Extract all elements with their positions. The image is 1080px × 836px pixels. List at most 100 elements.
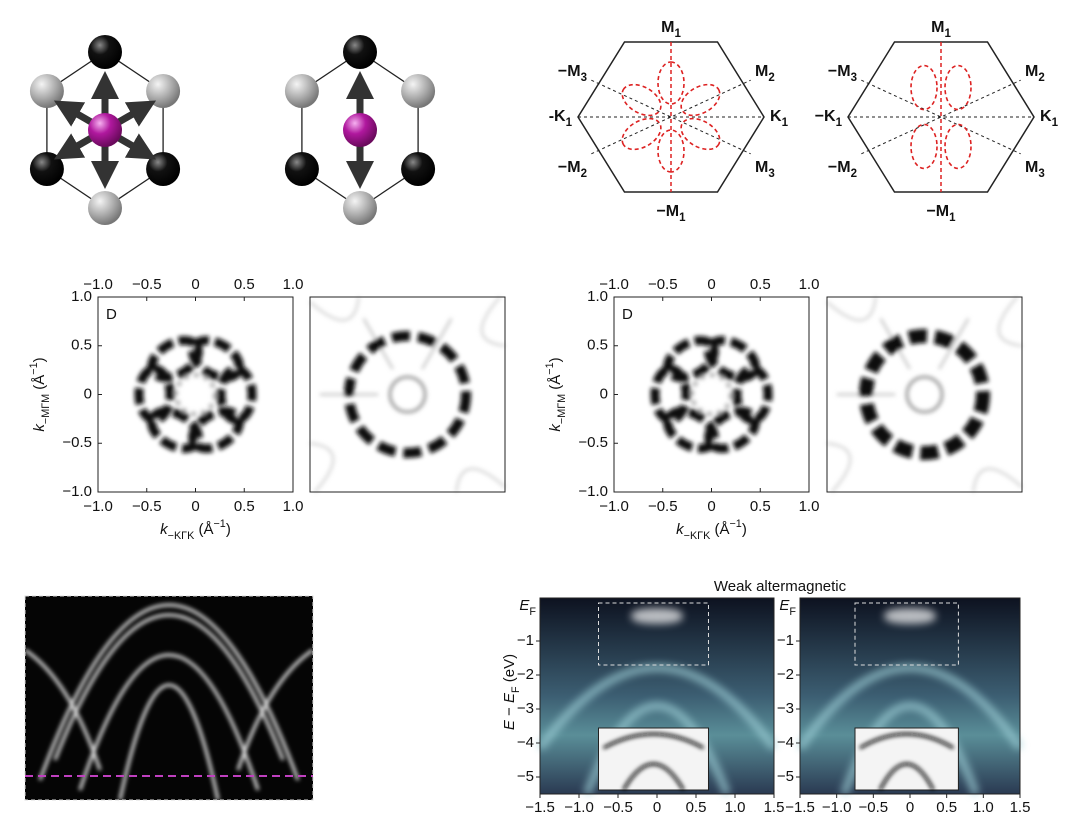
bottom-tick-label: −1.0 bbox=[599, 498, 629, 515]
bz-label: M3 bbox=[1025, 159, 1045, 180]
text-part: −M bbox=[656, 203, 679, 220]
text-part: F bbox=[789, 606, 796, 618]
band bbox=[859, 732, 955, 750]
fermi-maps: D−1.0−1.01.0−0.5−0.50.50000.50.5−0.51.01… bbox=[28, 276, 1023, 542]
atom bbox=[343, 191, 377, 225]
text-part: −K bbox=[815, 108, 836, 125]
bz-label: −M3 bbox=[558, 63, 587, 84]
band bbox=[24, 648, 102, 771]
k-line bbox=[861, 79, 1021, 155]
k-line bbox=[591, 79, 751, 155]
left-tick-label: 1.0 bbox=[71, 288, 92, 305]
bottom-tick-label: 0.5 bbox=[234, 498, 255, 515]
text-part: −M bbox=[558, 63, 581, 80]
bz-label: −M1 bbox=[656, 203, 686, 224]
top-tick-label: −1.0 bbox=[599, 276, 629, 293]
y-axis-label: k−MΓM (Å−1) bbox=[544, 357, 568, 431]
panel-label: D bbox=[622, 306, 633, 323]
sim-frame bbox=[826, 296, 1023, 493]
text-part: ) bbox=[31, 357, 48, 362]
text-part: (Å bbox=[710, 521, 729, 538]
pocket bbox=[910, 123, 938, 170]
y-tick-label: −1 bbox=[517, 632, 534, 649]
band-contour bbox=[826, 442, 852, 493]
text-part: M bbox=[755, 63, 768, 80]
top-tick-label: 0 bbox=[707, 276, 715, 293]
x-tick-label: 1.0 bbox=[725, 799, 746, 816]
pocket bbox=[621, 83, 662, 117]
text-part: −1 bbox=[28, 362, 40, 374]
text-part: M bbox=[931, 19, 944, 36]
text-part: −1 bbox=[730, 518, 742, 530]
text-part: 3 bbox=[768, 168, 774, 180]
text-part: (Å bbox=[194, 521, 213, 538]
text-part: (Å bbox=[31, 375, 48, 394]
atom bbox=[401, 74, 436, 108]
x-tick-label: −0.5 bbox=[859, 799, 889, 816]
text-part: −M bbox=[926, 203, 949, 220]
pocket bbox=[680, 117, 721, 151]
top-tick-label: 0.5 bbox=[750, 276, 771, 293]
k-line bbox=[591, 79, 751, 155]
map-frame bbox=[613, 296, 810, 493]
left-tick-label: −0.5 bbox=[62, 434, 92, 451]
band-contour bbox=[826, 296, 877, 322]
y-axis-label: E − EF (eV) bbox=[501, 654, 522, 730]
text-part: M bbox=[1025, 159, 1038, 176]
band-image bbox=[25, 596, 313, 800]
x-tick-label: −0.5 bbox=[603, 799, 633, 816]
bottom-tick-label: −0.5 bbox=[648, 498, 678, 515]
magnetic-atom bbox=[343, 113, 377, 147]
text-part: E bbox=[779, 597, 790, 614]
x-axis-label: k−KΓK (Å−1) bbox=[160, 518, 231, 542]
atom bbox=[284, 74, 319, 108]
atom bbox=[29, 74, 64, 108]
y-tick-label: −4 bbox=[777, 734, 794, 751]
pocket bbox=[944, 64, 972, 111]
text-part: (eV) bbox=[501, 654, 518, 687]
atom bbox=[146, 74, 181, 108]
band-contour bbox=[905, 375, 944, 414]
bottom-tick-label: 1.0 bbox=[283, 498, 304, 515]
text-part: k bbox=[160, 521, 169, 538]
ef-label: EF bbox=[779, 597, 796, 618]
text-part: k bbox=[547, 423, 564, 432]
x-tick-label: −1.5 bbox=[785, 799, 815, 816]
text-part: E bbox=[519, 597, 530, 614]
band bbox=[878, 762, 935, 791]
bottom-tick-label: 0 bbox=[191, 498, 199, 515]
band-curves bbox=[24, 603, 314, 801]
bz-label: −M3 bbox=[828, 63, 857, 84]
text-part: F bbox=[529, 606, 536, 618]
text-part: − bbox=[501, 703, 518, 720]
text-part: −MΓM bbox=[556, 394, 568, 424]
inset bbox=[854, 727, 959, 791]
map-frame bbox=[97, 296, 294, 493]
text-part: 2 bbox=[581, 168, 587, 180]
left-tick-label: −1.0 bbox=[578, 483, 608, 500]
band-contour bbox=[938, 318, 970, 370]
top-tick-label: 0 bbox=[191, 276, 199, 293]
y-tick-label: −3 bbox=[517, 700, 534, 717]
pocket bbox=[910, 64, 938, 111]
text-part: −KΓK bbox=[684, 530, 711, 542]
bz-label: −K1 bbox=[815, 108, 843, 129]
band bbox=[118, 683, 220, 801]
left-tick-label: −0.5 bbox=[578, 434, 608, 451]
x-tick-label: 1.5 bbox=[764, 799, 785, 816]
band bbox=[602, 732, 705, 750]
band-contour bbox=[388, 375, 427, 414]
x-tick-label: −1.0 bbox=[564, 799, 594, 816]
arpes-frame bbox=[539, 597, 775, 795]
text-part: −KΓK bbox=[168, 530, 195, 542]
y-tick-label: −2 bbox=[517, 666, 534, 683]
band-contour bbox=[997, 296, 1023, 347]
left-tick-label: 1.0 bbox=[587, 288, 608, 305]
x-tick-label: 0.5 bbox=[686, 799, 707, 816]
text-part: −1 bbox=[214, 518, 226, 530]
atom bbox=[146, 152, 181, 186]
left-tick-label: 0.5 bbox=[71, 337, 92, 354]
top-tick-label: 1.0 bbox=[799, 276, 820, 293]
x-tick-label: 0.5 bbox=[936, 799, 957, 816]
